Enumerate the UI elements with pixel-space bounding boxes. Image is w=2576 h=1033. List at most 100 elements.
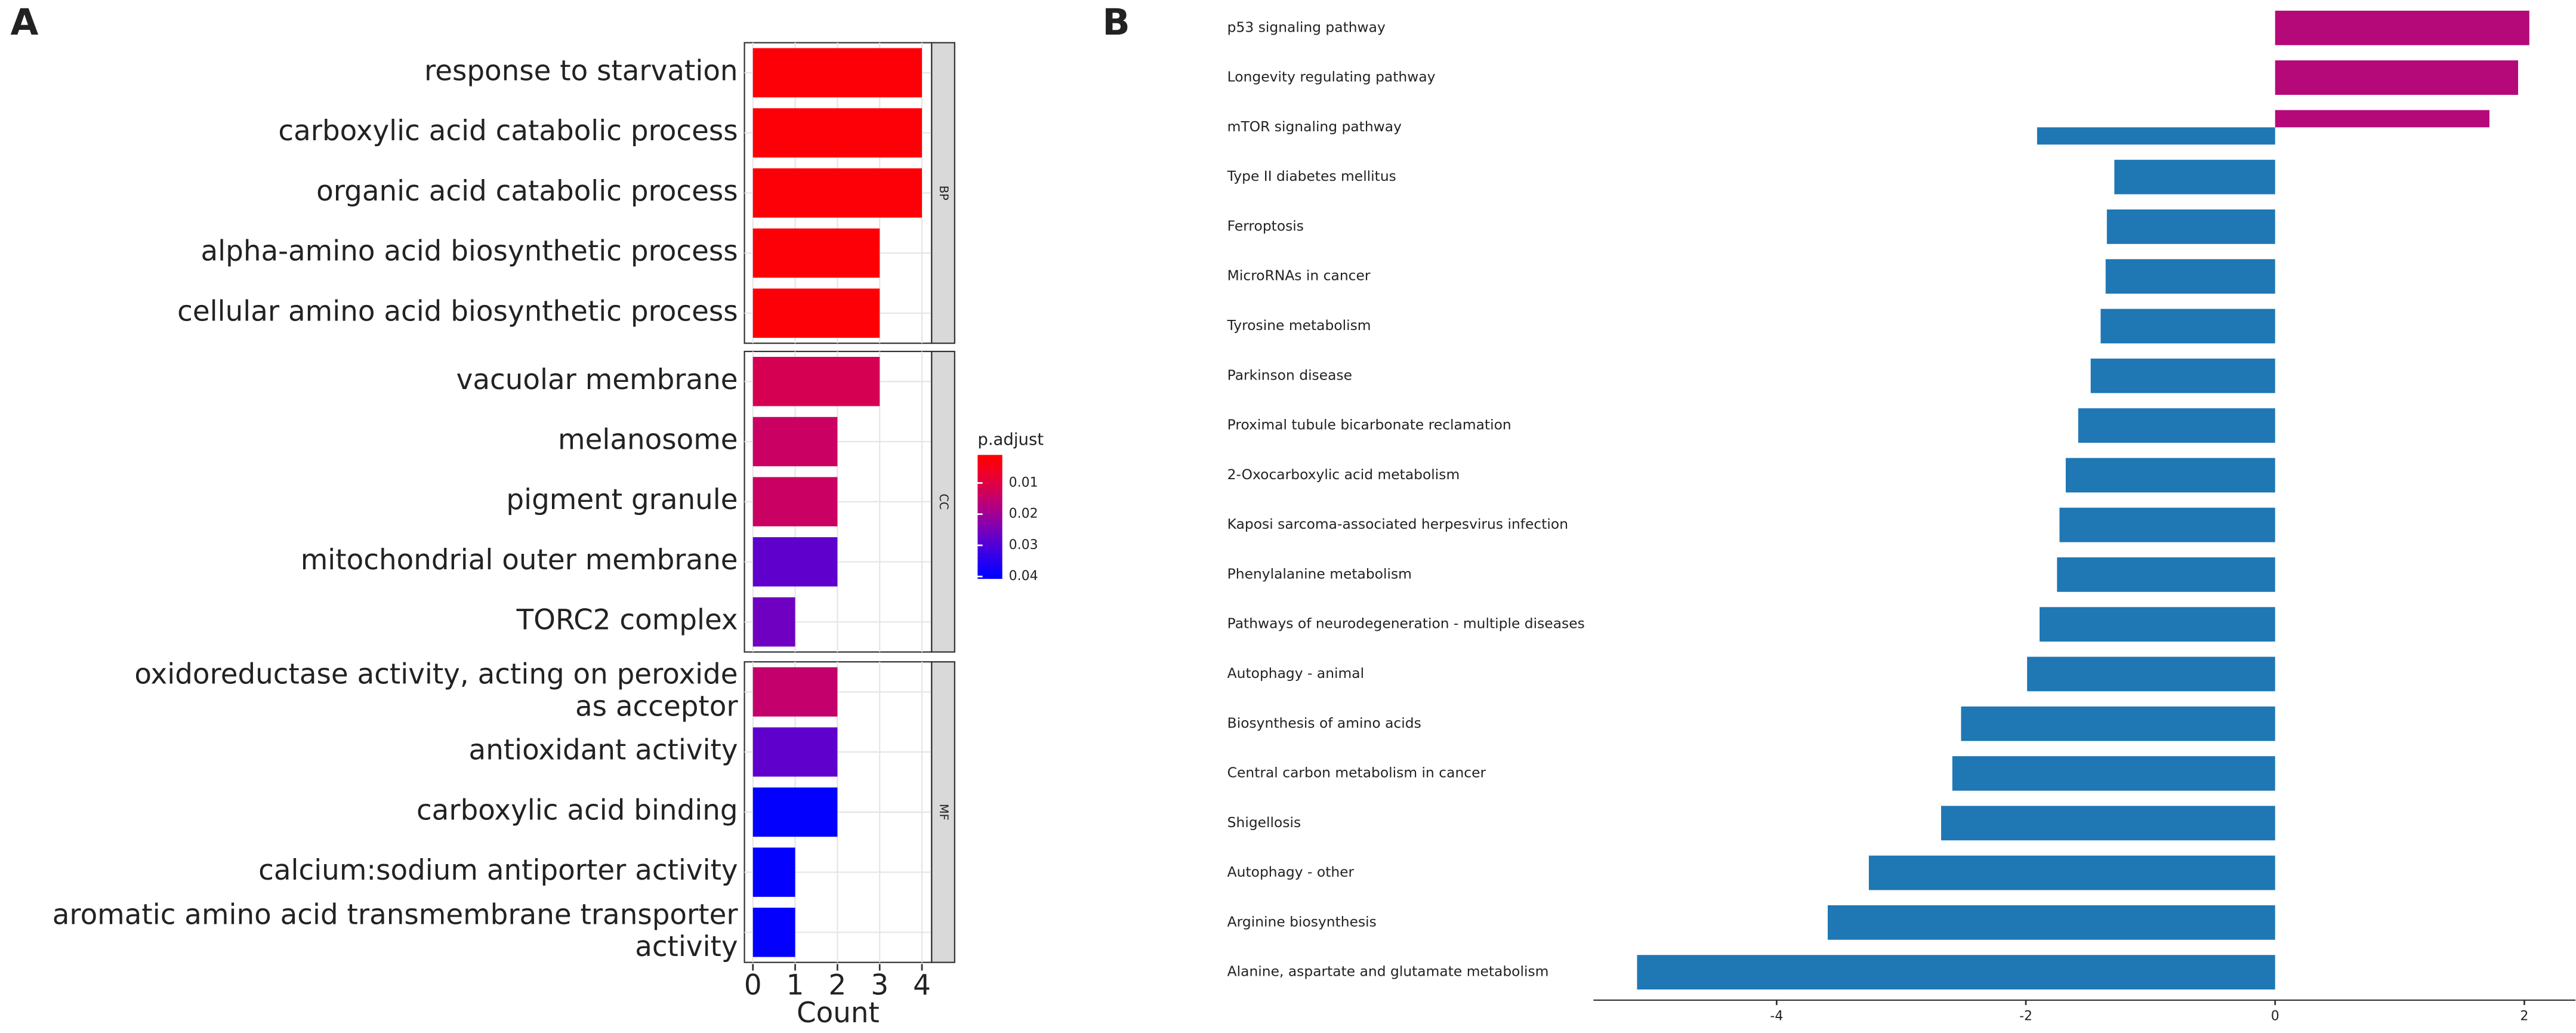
facet-label: BP <box>937 186 951 201</box>
colorbar <box>977 475 1002 480</box>
legend-label: 0.02 <box>1009 507 1038 522</box>
x-tick-label: -2 <box>2019 1009 2032 1023</box>
bar <box>1868 855 2275 890</box>
colorbar <box>977 525 1002 530</box>
x-tick-label: 1 <box>786 969 804 1001</box>
y-tick-label: Type II diabetes mellitus <box>1227 168 1396 184</box>
colorbar <box>977 479 1002 485</box>
y-tick-label: pigment granule <box>506 484 738 516</box>
legend-label: 0.03 <box>1009 538 1038 553</box>
colorbar <box>977 504 1002 510</box>
y-tick-label: p53 signaling pathway <box>1227 18 1386 35</box>
y-tick-label: 2-Oxocarboxylic acid metabolism <box>1227 466 1460 483</box>
y-tick-label: melanosome <box>558 424 738 457</box>
x-tick-label: 4 <box>913 969 931 1001</box>
bar <box>752 847 795 897</box>
y-tick-label: cellular amino acid biosynthetic process <box>177 295 738 328</box>
panel-label: B <box>1103 2 1130 44</box>
y-tick-label: Arginine biosynthesis <box>1227 913 1377 930</box>
bar <box>2275 110 2489 128</box>
legend-title: p.adjust <box>977 430 1044 449</box>
colorbar <box>977 541 1002 547</box>
bar <box>2037 127 2275 145</box>
y-tick-label: alpha-amino acid biosynthetic process <box>200 236 738 268</box>
y-tick-label: vacuolar membrane <box>456 364 738 396</box>
bar <box>752 908 795 957</box>
panel-label: A <box>10 2 38 44</box>
facet-strip <box>931 350 955 653</box>
colorbar <box>977 529 1002 534</box>
x-tick-label: -4 <box>1770 1009 1783 1023</box>
bar <box>1961 706 2275 741</box>
y-tick-label: mitochondrial outer membrane <box>301 544 738 576</box>
colorbar <box>977 463 1002 468</box>
y-tick-label: TORC2 complex <box>516 605 738 637</box>
x-tick-label: 0 <box>744 969 762 1001</box>
y-tick-label: Central carbon metabolism in cancer <box>1227 764 1486 781</box>
bar <box>2065 458 2275 493</box>
y-tick-label: oxidoreductase activity, acting on perox… <box>134 658 738 723</box>
bar <box>2114 159 2275 195</box>
colorbar <box>977 545 1002 550</box>
y-tick-label: Alanine, aspartate and glutamate metabol… <box>1227 963 1549 980</box>
colorbar <box>977 471 1002 477</box>
colorbar <box>977 499 1002 505</box>
y-tick-label: Phenylalanine metabolism <box>1227 565 1412 582</box>
y-tick-label: calcium:sodium antiporter activity <box>258 855 738 887</box>
bar <box>2027 656 2275 692</box>
x-axis-label: Count <box>797 997 880 1029</box>
y-tick-label: mTOR signaling pathway <box>1227 118 1402 135</box>
bar <box>2090 358 2275 393</box>
y-tick-label: Kaposi sarcoma-associated herpesvirus in… <box>1227 516 1568 532</box>
bar <box>2057 557 2275 592</box>
y-tick-label: Shigellosis <box>1227 814 1301 831</box>
bar <box>752 48 923 98</box>
bar <box>2100 309 2275 344</box>
x-tick-label: 0 <box>2271 1009 2279 1023</box>
colorbar <box>977 536 1002 542</box>
facet-strip <box>931 661 955 963</box>
y-tick-label: MicroRNAs in cancer <box>1227 267 1371 284</box>
colorbar <box>977 566 1002 571</box>
y-tick-label: aromatic amino acid transmembrane transp… <box>53 899 739 963</box>
colorbar <box>977 508 1002 513</box>
bar <box>752 108 923 158</box>
colorbar <box>977 516 1002 522</box>
bar <box>1827 905 2275 940</box>
bar <box>2078 408 2275 443</box>
colorbar <box>977 573 1002 579</box>
colorbar <box>977 569 1002 575</box>
bar <box>752 477 838 527</box>
y-tick-label: carboxylic acid binding <box>417 794 738 827</box>
bar <box>1941 806 2275 841</box>
y-tick-label: Autophagy - other <box>1227 864 1355 880</box>
bar <box>752 417 838 467</box>
colorbar <box>977 533 1002 538</box>
colorbar <box>977 549 1002 554</box>
bar <box>2059 507 2275 542</box>
colorbar <box>977 488 1002 493</box>
colorbar <box>977 557 1002 563</box>
colorbar <box>977 520 1002 526</box>
y-tick-label: Parkinson disease <box>1227 366 1352 383</box>
y-tick-label: Biosynthesis of amino acids <box>1227 714 1421 731</box>
y-tick-label: Proximal tubule bicarbonate reclamation <box>1227 417 1511 433</box>
x-tick-label: 3 <box>871 969 889 1001</box>
bar <box>752 228 880 278</box>
y-tick-label: Autophagy - animal <box>1227 665 1364 682</box>
bar <box>2275 10 2529 45</box>
colorbar <box>977 496 1002 501</box>
colorbar <box>977 467 1002 473</box>
colorbar <box>977 553 1002 559</box>
y-tick-label: organic acid catabolic process <box>316 175 738 208</box>
y-tick-label: response to starvation <box>424 55 738 87</box>
bar <box>752 288 880 338</box>
facet-strip <box>931 42 955 344</box>
colorbar <box>977 455 1002 460</box>
colorbar <box>977 459 1002 464</box>
bar <box>2040 607 2275 642</box>
bar <box>752 357 880 406</box>
bar <box>1952 756 2275 791</box>
x-tick-label: 2 <box>829 969 847 1001</box>
